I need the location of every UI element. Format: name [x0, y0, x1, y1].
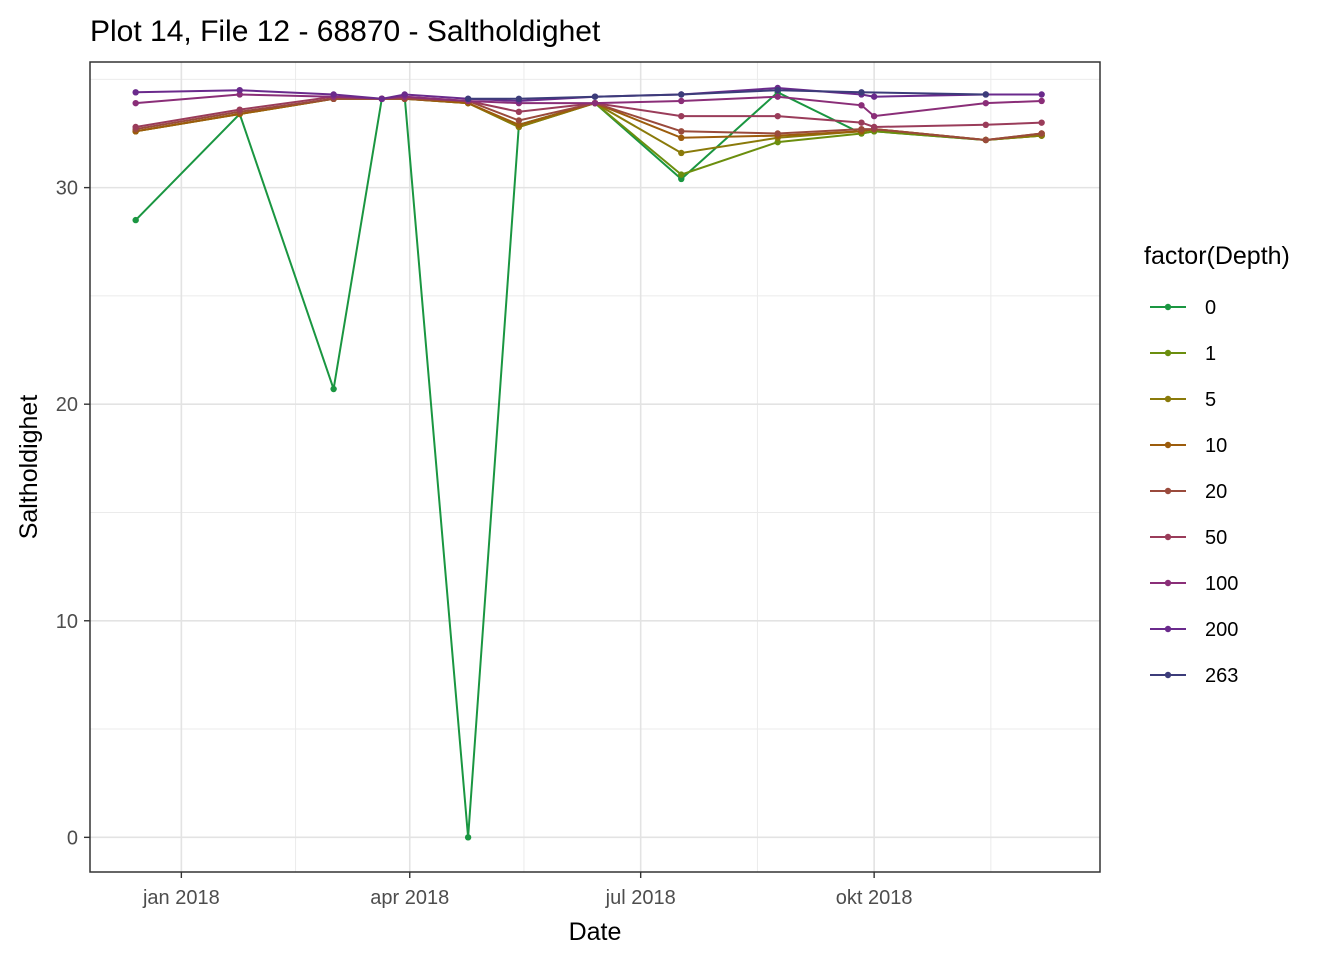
data-point-depth-100	[678, 97, 685, 105]
data-point-depth-100	[858, 102, 865, 109]
data-point-depth-5	[678, 149, 685, 157]
data-point-depth-263	[774, 86, 781, 94]
x-axis-title: Date	[569, 918, 622, 946]
data-point-depth-50	[982, 121, 990, 129]
legend-label: 100	[1205, 573, 1238, 595]
data-point-depth-200	[1038, 91, 1045, 98]
panel-border	[89, 61, 1101, 873]
y-tick-label: 10	[56, 611, 78, 633]
data-point-depth-263	[858, 89, 865, 96]
legend-key-point	[1164, 671, 1172, 679]
data-point-depth-263	[515, 95, 523, 103]
legend-label: 263	[1205, 665, 1238, 687]
data-point-depth-50	[1038, 119, 1045, 126]
series-line-depth-0	[134, 91, 1042, 838]
legend-label: 10	[1205, 435, 1227, 457]
data-point-depth-50	[132, 123, 139, 131]
data-point-depth-20	[515, 117, 523, 124]
data-point-depth-0	[464, 834, 472, 841]
x-tick-label: jul 2018	[605, 887, 676, 909]
legend: 0 1 5 10 20 50 100 200 263	[1150, 297, 1238, 687]
data-point-depth-20	[774, 130, 781, 137]
data-point-depth-200	[132, 89, 139, 96]
legend-key-point	[1164, 625, 1172, 633]
data-point-depth-50	[774, 112, 781, 120]
data-point-depth-20	[982, 136, 990, 144]
series-line-depth-1	[135, 97, 1042, 176]
y-axis-title: Saltholdighet	[15, 395, 43, 540]
data-point-depth-50	[678, 112, 685, 120]
data-point-depth-100	[982, 99, 990, 107]
data-point-depth-200	[401, 91, 408, 98]
legend-key-point	[1164, 487, 1172, 495]
x-axis: jan 2018 apr 2018 jul 2018 okt 2018	[142, 872, 913, 909]
y-axis: 0 10 20 30	[56, 178, 90, 849]
data-point-depth-100	[870, 112, 878, 120]
data-point-depth-50	[515, 108, 523, 116]
data-point-depth-1	[678, 171, 685, 178]
data-point-depth-10	[678, 134, 685, 142]
legend-title: factor(Depth)	[1144, 242, 1290, 270]
data-point-depth-20	[1038, 130, 1045, 137]
data-point-depth-200	[870, 93, 878, 100]
series-line-depth-263	[468, 89, 986, 100]
y-tick-label: 30	[56, 178, 78, 200]
y-tick-label: 20	[56, 394, 78, 416]
legend-label: 0	[1205, 297, 1216, 319]
legend-key-point	[1164, 303, 1172, 311]
x-tick-label: okt 2018	[836, 887, 913, 909]
data-point-depth-20	[858, 125, 865, 133]
plot-panel	[90, 62, 1100, 872]
data-point-depth-20	[678, 128, 685, 135]
data-point-depth-50	[870, 123, 878, 131]
legend-key-point	[1164, 441, 1172, 449]
y-tick-label: 0	[67, 827, 78, 849]
data-point-depth-50	[858, 119, 865, 126]
legend-label: 20	[1205, 481, 1227, 503]
legend-key-point	[1164, 579, 1172, 587]
data-point-depth-100	[774, 93, 781, 100]
data-point-depth-0	[132, 216, 139, 224]
data-point-depth-200	[236, 86, 243, 94]
data-point-depth-263	[464, 95, 472, 103]
data-point-depth-100	[132, 99, 139, 107]
legend-label: 5	[1205, 389, 1216, 411]
data-point-depth-100	[591, 99, 599, 107]
data-point-depth-263	[982, 91, 990, 98]
data-point-depth-263	[678, 91, 685, 98]
legend-label: 1	[1205, 343, 1216, 365]
chart-title: Plot 14, File 12 - 68870 - Saltholdighet	[90, 15, 601, 48]
data-point-depth-100	[1038, 97, 1045, 105]
data-point-depth-50	[236, 106, 243, 113]
legend-key-point	[1164, 349, 1172, 357]
data-point-depth-200	[378, 95, 386, 103]
x-tick-label: apr 2018	[370, 887, 449, 909]
legend-key-point	[1164, 395, 1172, 403]
data-point-depth-0	[330, 385, 337, 393]
legend-key-point	[1164, 533, 1172, 541]
data-point-depth-263	[591, 93, 599, 100]
legend-label: 50	[1205, 527, 1227, 549]
x-tick-label: jan 2018	[142, 887, 220, 909]
legend-label: 200	[1205, 619, 1238, 641]
data-point-depth-200	[330, 91, 337, 98]
data-series	[132, 84, 1045, 841]
